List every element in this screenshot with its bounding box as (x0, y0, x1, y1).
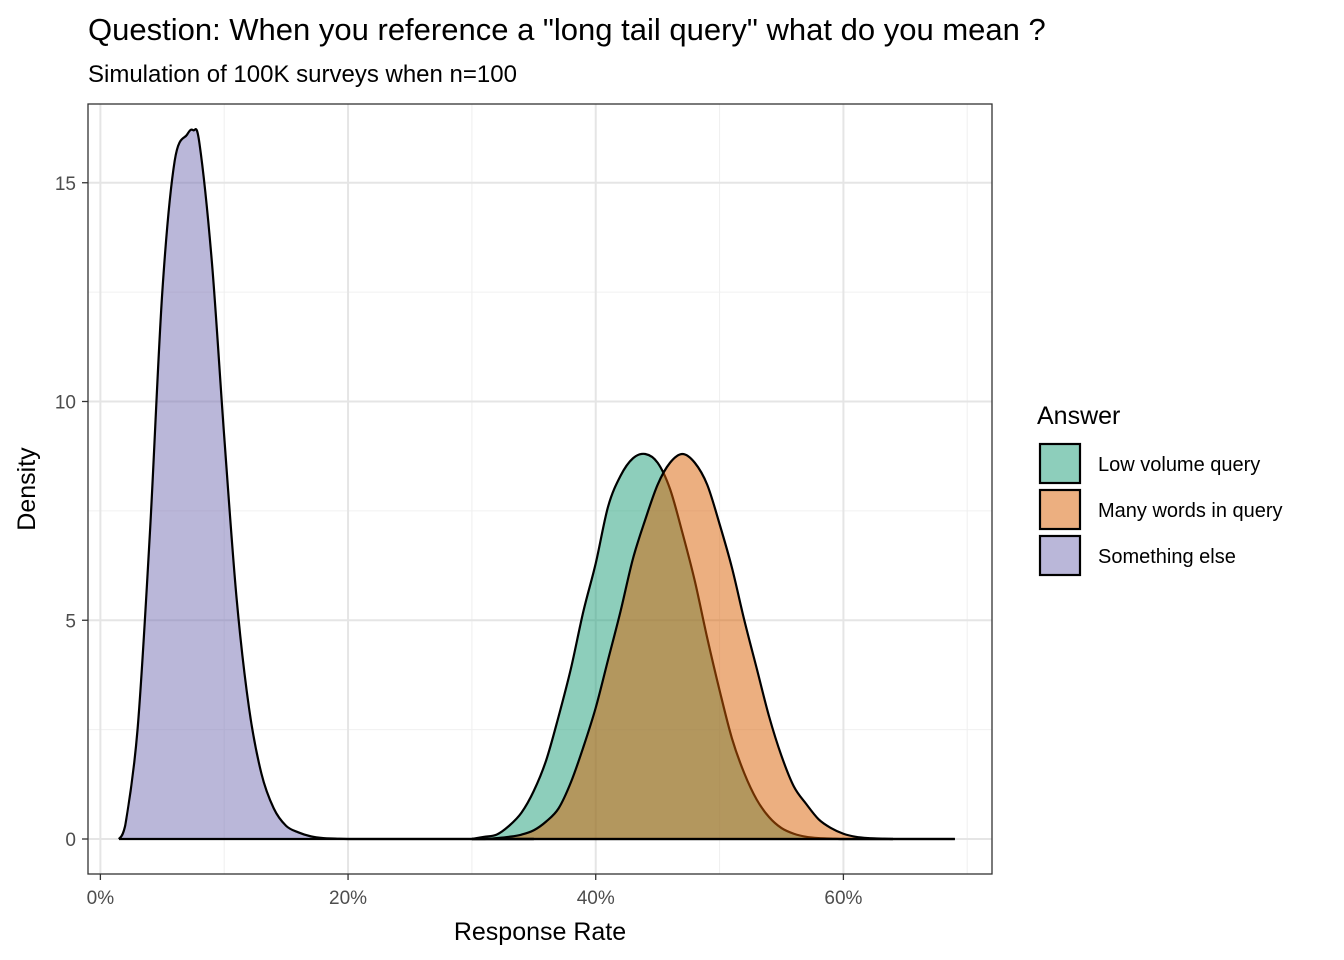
legend-item-low-volume-query: Low volume query (1038, 442, 1260, 485)
y-axis-title: Density (13, 447, 41, 531)
chart-title: Question: When you reference a "long tai… (88, 12, 1046, 47)
y-axis: 0 5 10 15 (55, 174, 88, 851)
legend-item-many-words-in-query: Many words in query (1038, 488, 1283, 531)
x-tick-label: 20% (329, 888, 367, 909)
density-series (117, 128, 955, 841)
plot-panel (87, 103, 993, 875)
y-tick-label: 15 (55, 174, 76, 195)
legend: Answer Low volume query Many words in que… (1037, 402, 1283, 577)
chart-subtitle: Simulation of 100K surveys when n=100 (88, 61, 517, 88)
density-area-something-else (118, 129, 534, 839)
y-tick-label: 5 (65, 611, 76, 632)
x-tick-label: 0% (87, 888, 115, 909)
x-tick-label: 40% (577, 888, 615, 909)
legend-label: Low volume query (1098, 454, 1260, 476)
x-axis-title: Response Rate (454, 918, 626, 946)
legend-swatch (1038, 488, 1082, 531)
panel-border (87, 103, 993, 875)
y-tick-label: 10 (55, 393, 76, 414)
legend-swatch (1038, 534, 1082, 577)
legend-item-something-else: Something else (1038, 534, 1236, 577)
legend-title: Answer (1037, 402, 1120, 430)
x-axis: 0% 20% 40% 60% (87, 874, 863, 909)
legend-label: Many words in query (1098, 500, 1283, 522)
x-tick-label: 60% (824, 888, 862, 909)
legend-label: Something else (1098, 546, 1236, 568)
density-area-many-words-in-query (471, 454, 955, 839)
y-tick-label: 0 (65, 830, 76, 851)
legend-swatch (1038, 442, 1082, 485)
legend-items: Low volume query Many words in query Somet… (1038, 442, 1283, 577)
